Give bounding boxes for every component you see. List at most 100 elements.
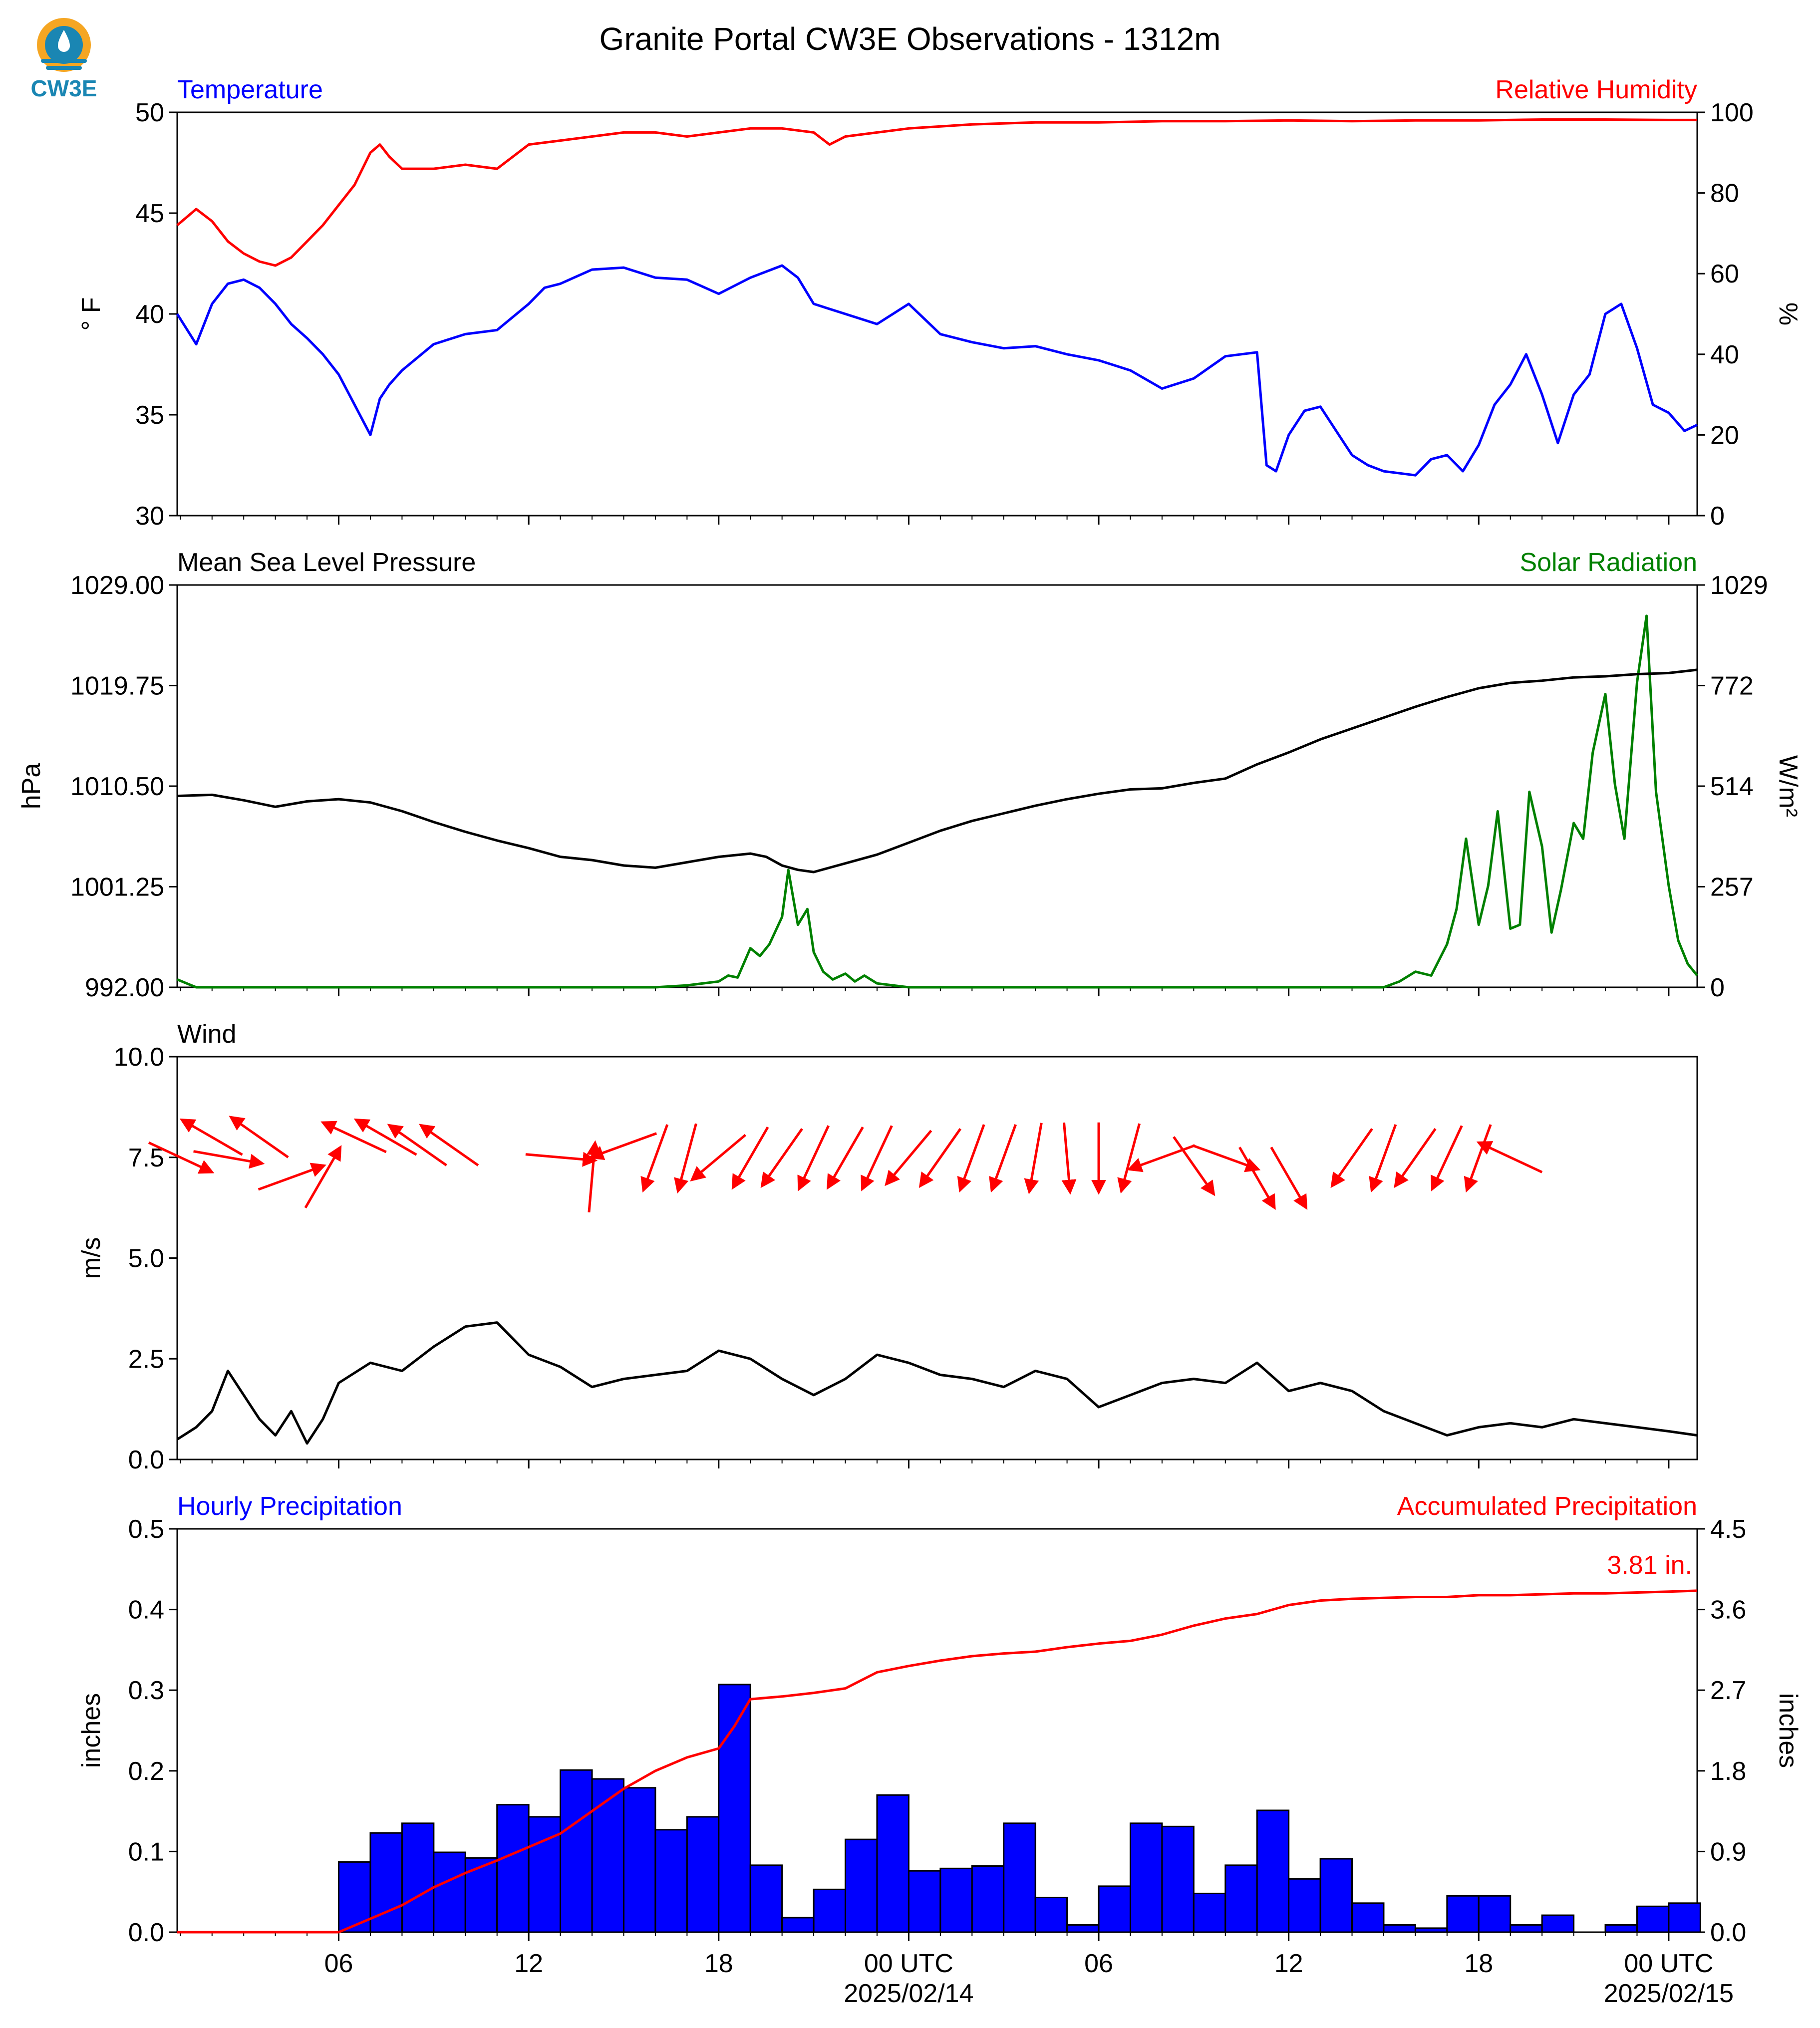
wind-direction-arrow [1173, 1136, 1215, 1196]
temperature-right-tick-label: 80 [1710, 179, 1739, 208]
temperature-right-tick-label: 20 [1710, 421, 1739, 450]
wind-direction-arrow [861, 1125, 893, 1191]
wind-direction-arrow [1394, 1128, 1437, 1188]
temperature-left-label: Temperature [177, 75, 323, 104]
wind-direction-arrow [797, 1125, 830, 1191]
x-tick-label: 06 [324, 1949, 353, 1978]
precip-bar [718, 1684, 751, 1933]
precip-bar [971, 1865, 1005, 1933]
precip-right-tick-label: 2.7 [1710, 1676, 1746, 1705]
wind-direction-arrow [1192, 1144, 1261, 1172]
precip-bar [528, 1816, 562, 1933]
precip-bar [1003, 1822, 1036, 1933]
wind-direction-arrow [731, 1126, 769, 1190]
wind-left-label: Wind [177, 1020, 236, 1049]
precip-bar [749, 1864, 783, 1933]
x-tick-label: 00 UTC [864, 1949, 953, 1978]
precip-bar [1098, 1885, 1131, 1933]
precip-bar [781, 1917, 815, 1933]
precip-bar [433, 1851, 466, 1933]
pressure-left-tick-label: 1001.25 [70, 873, 164, 902]
precip-right-tick-label: 4.5 [1710, 1515, 1746, 1544]
precip-bar [1541, 1914, 1575, 1933]
temperature-right-tick-label: 0 [1710, 502, 1725, 531]
pressure-left-tick-label: 992.00 [85, 973, 164, 1002]
pressure-right-tick-label: 257 [1710, 873, 1754, 902]
x-tick-label: 12 [1274, 1949, 1303, 1978]
wind-direction-arrow [918, 1128, 962, 1188]
precip-bar [560, 1769, 593, 1933]
pressure-left-label: Mean Sea Level Pressure [177, 548, 476, 577]
precip-bar [1193, 1892, 1226, 1933]
wind-direction-arrow [674, 1123, 697, 1194]
wind-direction-arrow [1476, 1141, 1543, 1173]
chart-title: Granite Portal CW3E Observations - 1312m [600, 21, 1221, 57]
wind-speed-line [176, 1321, 1698, 1445]
precip-bar [1510, 1924, 1543, 1933]
temperature-left-tick-label: 50 [135, 98, 164, 127]
precip-bar [686, 1816, 720, 1933]
precip-bar [591, 1778, 624, 1933]
x-tick-label: 06 [1084, 1949, 1113, 1978]
pressure-right-tick-label: 772 [1710, 672, 1754, 701]
wind-direction-arrow [640, 1124, 669, 1193]
temperature-left-tick-label: 35 [135, 401, 164, 430]
wind-left-tick-label: 10.0 [114, 1043, 164, 1072]
pressure-left-tick-label: 1019.75 [70, 672, 164, 701]
precip-bar [338, 1861, 371, 1933]
precip-left-label: Hourly Precipitation [177, 1492, 402, 1521]
wind-direction-arrow [258, 1162, 326, 1191]
wind-direction-arrow [989, 1124, 1017, 1193]
wind-direction-arrow [1369, 1124, 1397, 1193]
precip-bar [1351, 1902, 1385, 1933]
accumulated-precip-line [177, 1589, 1698, 1934]
wind-direction-arrow [1127, 1144, 1196, 1172]
precip-left-unit: inches [77, 1693, 106, 1768]
precip-bar [939, 1867, 973, 1933]
humidity-line [176, 118, 1697, 267]
logo-text: CW3E [30, 75, 97, 101]
precip-right-tick-label: 1.8 [1710, 1757, 1746, 1786]
temperature-frame [176, 111, 1698, 517]
temperature-left-tick-label: 45 [135, 199, 164, 228]
precip-bar [1319, 1858, 1353, 1933]
precip-bar [1636, 1905, 1670, 1933]
precip-left-tick-label: 0.4 [128, 1596, 164, 1625]
precip-bar [1478, 1895, 1512, 1933]
pressure-right-unit: W/m² [1774, 755, 1803, 817]
precip-right-tick-label: 3.6 [1710, 1596, 1746, 1625]
pressure-frame [176, 584, 1698, 988]
wind-direction-arrow [885, 1130, 932, 1186]
precip-bar [1129, 1822, 1163, 1933]
pressure-right-tick-label: 514 [1710, 772, 1754, 801]
wind-direction-arrow [1270, 1147, 1308, 1210]
x-tick-label: 12 [514, 1949, 543, 1978]
wind-direction-arrow [320, 1121, 387, 1154]
precip-total-label: 3.81 in. [1607, 1551, 1692, 1580]
temperature-right-tick-label: 100 [1710, 98, 1754, 127]
x-tick-label: 18 [704, 1949, 733, 1978]
wind-direction-arrow [353, 1118, 417, 1156]
x-tick-date-label: 2025/02/14 [844, 1979, 973, 2008]
wind-direction-arrow [1431, 1125, 1463, 1191]
precip-bar [622, 1787, 656, 1933]
precip-bar [1066, 1924, 1100, 1933]
wind-left-unit: m/s [77, 1237, 106, 1279]
precip-right-tick-label: 0.9 [1710, 1837, 1746, 1866]
wind-direction-arrow [588, 1132, 657, 1160]
wind-direction-arrow [1117, 1123, 1141, 1194]
precip-right-unit: inches [1774, 1693, 1803, 1768]
temperature-line [176, 264, 1698, 477]
wind-direction-arrow [193, 1150, 265, 1169]
pressure-line [177, 668, 1698, 873]
precip-bar [1256, 1809, 1290, 1933]
temperature-left-tick-label: 40 [135, 300, 164, 329]
logo-emblem-icon [37, 18, 91, 72]
precip-bar [1414, 1927, 1448, 1933]
x-tick-label: 18 [1464, 1949, 1493, 1978]
precip-bar [1604, 1924, 1638, 1933]
precip-bar [876, 1794, 910, 1933]
pressure-right-label: Solar Radiation [1519, 548, 1697, 577]
wind-direction-arrow [304, 1145, 342, 1208]
